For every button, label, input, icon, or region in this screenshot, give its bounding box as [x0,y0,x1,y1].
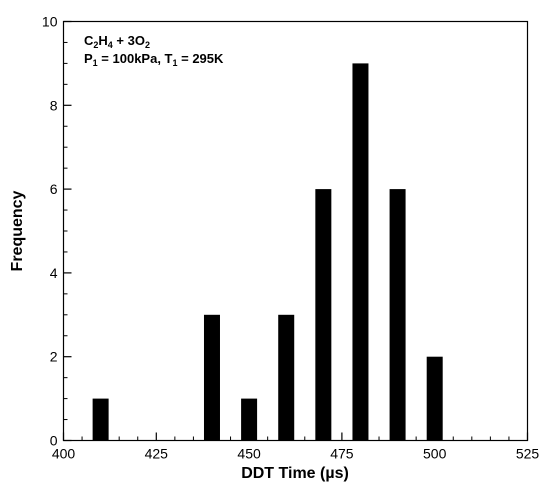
y-tick-label: 6 [50,181,58,197]
bar-460 [278,314,295,441]
y-axis-title: Frequency [9,190,26,271]
bar-500 [426,356,443,441]
bar-440 [203,314,220,441]
bar-410 [92,398,109,441]
x-tick-label: 400 [52,446,76,462]
x-tick-label: 475 [330,446,354,462]
y-tick-label: 0 [50,433,58,449]
x-tick-label: 500 [423,446,447,462]
x-tick-label: 525 [516,446,540,462]
x-tick-label: 450 [237,446,261,462]
annotation-line-2: P1 = 100kPa, T1 = 295K [84,51,224,68]
y-tick-label: 2 [50,349,58,365]
y-tick-label: 8 [50,97,58,113]
y-tick-label: 10 [42,14,58,30]
x-tick-label: 425 [145,446,169,462]
plot-frame [62,20,529,442]
y-tick-label: 4 [50,265,58,281]
bar-490 [389,189,406,441]
ticks-group: 400 425 450 475 500 525 0 2 4 6 8 10 [42,14,539,462]
bar-450 [241,398,258,441]
annotation-line-1: C2H4 + 3O2 [84,33,150,50]
bars-group [92,63,443,441]
bar-480 [352,63,369,441]
x-axis-title: DDT Time (µs) [241,465,349,482]
bar-470 [315,189,332,441]
